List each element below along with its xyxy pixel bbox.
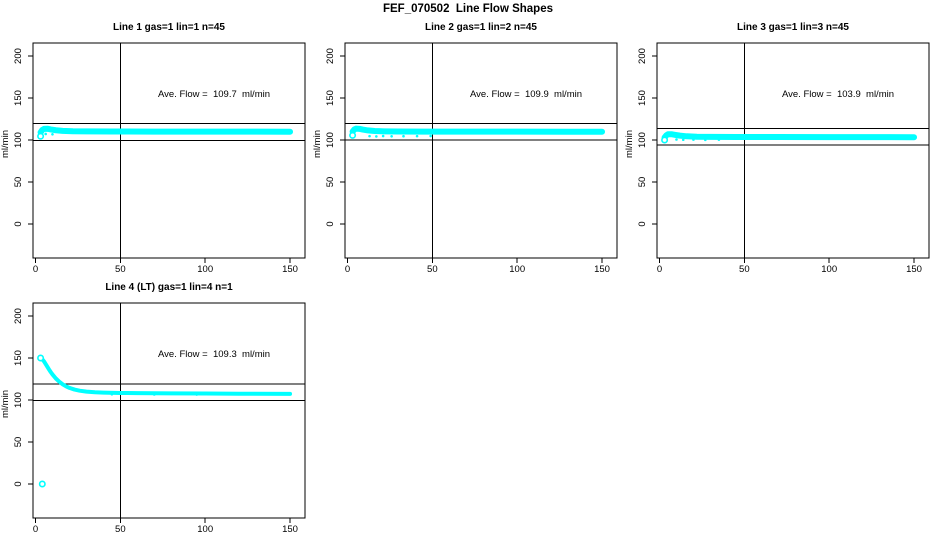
data-point-open bbox=[37, 354, 45, 362]
x-tick-label: 150 bbox=[282, 264, 298, 275]
data-point bbox=[381, 134, 385, 138]
y-tick-label: 150 bbox=[13, 90, 24, 106]
data-point bbox=[110, 392, 114, 396]
data-point bbox=[415, 134, 419, 138]
data-series bbox=[37, 125, 294, 136]
x-tick-label: 100 bbox=[197, 524, 213, 535]
data-point-open bbox=[661, 136, 669, 144]
panel-line3-annotation: Ave. Flow = 103.9 ml/min bbox=[781, 89, 895, 100]
panel-line4-annotation: Ave. Flow = 109.3 ml/min bbox=[157, 349, 271, 360]
y-tick-label: 150 bbox=[13, 350, 24, 366]
data-point-open bbox=[38, 480, 46, 488]
data-point-open bbox=[349, 131, 357, 139]
y-tick-label: 150 bbox=[637, 90, 648, 106]
y-tick-label: 0 bbox=[637, 221, 648, 226]
y-axis-label: ml/min bbox=[0, 130, 11, 158]
data-point-open bbox=[37, 132, 45, 140]
y-tick-label: 200 bbox=[13, 308, 24, 324]
y-tick-label: 50 bbox=[13, 437, 24, 448]
x-tick-label: 0 bbox=[33, 264, 38, 275]
y-tick-label: 200 bbox=[637, 48, 648, 64]
y-tick-label: 100 bbox=[637, 132, 648, 148]
x-tick-label: 100 bbox=[821, 264, 837, 275]
data-point bbox=[51, 132, 54, 136]
plot-box bbox=[32, 42, 306, 259]
data-point bbox=[692, 138, 695, 141]
x-tick-label: 50 bbox=[115, 264, 126, 275]
y-axis-label: ml/min bbox=[0, 390, 11, 418]
panel-line1-annotation: Ave. Flow = 109.7 ml/min bbox=[157, 89, 271, 100]
plot-box bbox=[32, 302, 306, 519]
data-point bbox=[152, 393, 156, 396]
x-tick-label: 150 bbox=[282, 524, 298, 535]
data-point bbox=[402, 134, 405, 138]
panel-line3-figure: 0 50 100 150 0 50 100 150 200 ml/min Line 3 gas=1… bbox=[624, 20, 936, 280]
data-series bbox=[661, 131, 918, 141]
data-point bbox=[195, 393, 199, 396]
y-tick-label: 50 bbox=[637, 177, 648, 188]
y-tick-label: 150 bbox=[325, 90, 336, 106]
y-tick-label: 100 bbox=[325, 132, 336, 148]
panel-line1-title: Line 1 gas=1 lin=1 n=45 bbox=[112, 22, 225, 33]
x-tick-label: 150 bbox=[906, 264, 922, 275]
y-tick-label: 0 bbox=[325, 221, 336, 226]
y-tick-label: 0 bbox=[13, 221, 24, 226]
data-point bbox=[368, 134, 371, 138]
panel-line4-figure: 0 50 100 150 0 50 100 150 200 ml/min Line 4 (LT) … bbox=[0, 280, 312, 540]
data-series bbox=[38, 356, 293, 396]
panel-line2-plot: 0 50 100 150 0 50 100 150 200 ml/min bbox=[312, 42, 618, 275]
data-point bbox=[675, 138, 678, 141]
y-tick-label: 100 bbox=[13, 392, 24, 408]
y-axis-label: ml/min bbox=[312, 130, 323, 158]
panel-line3-plot: 0 50 100 150 0 50 100 150 200 ml/min bbox=[624, 42, 930, 275]
data-point bbox=[681, 138, 685, 142]
x-tick-label: 100 bbox=[509, 264, 525, 275]
panel-line1-figure: 0 50 100 150 0 50 100 150 200 ml/min Line 1 gas=1… bbox=[0, 20, 312, 280]
data-series bbox=[349, 125, 606, 135]
data-point bbox=[390, 135, 393, 138]
x-tick-label: 50 bbox=[115, 524, 126, 535]
data-point bbox=[375, 135, 378, 138]
panel-line4-plot: 0 50 100 150 0 50 100 150 200 ml/min bbox=[0, 302, 306, 535]
panel-line1-plot: 0 50 100 150 0 50 100 150 200 ml/min bbox=[0, 42, 306, 275]
panel-line4-title: Line 4 (LT) gas=1 lin=4 n=1 bbox=[105, 282, 233, 293]
plot-box bbox=[344, 42, 618, 259]
data-point bbox=[44, 132, 47, 136]
y-axis-label: ml/min bbox=[624, 130, 635, 158]
y-tick-label: 200 bbox=[325, 48, 336, 64]
y-tick-label: 0 bbox=[13, 481, 24, 486]
panel-line2-title: Line 2 gas=1 lin=2 n=45 bbox=[424, 22, 537, 33]
plot-box bbox=[656, 42, 930, 259]
panel-line3-title: Line 3 gas=1 lin=3 n=45 bbox=[736, 22, 849, 33]
x-tick-label: 0 bbox=[657, 264, 662, 275]
main-title: FEF_070502 Line Flow Shapes bbox=[382, 3, 553, 15]
panel-line2-figure: 0 50 100 150 0 50 100 150 200 ml/min Line 2 gas=1… bbox=[312, 20, 624, 280]
data-point bbox=[429, 134, 432, 138]
y-tick-label: 50 bbox=[325, 177, 336, 188]
data-point bbox=[717, 138, 721, 141]
x-tick-label: 100 bbox=[197, 264, 213, 275]
y-tick-label: 100 bbox=[13, 132, 24, 148]
panel-line2-annotation: Ave. Flow = 109.9 ml/min bbox=[469, 89, 583, 100]
data-point bbox=[704, 138, 707, 142]
y-tick-label: 200 bbox=[13, 48, 24, 64]
x-tick-label: 0 bbox=[33, 524, 38, 535]
x-tick-label: 50 bbox=[739, 264, 750, 275]
y-tick-label: 50 bbox=[13, 177, 24, 188]
x-tick-label: 150 bbox=[594, 264, 610, 275]
x-tick-label: 50 bbox=[427, 264, 438, 275]
x-tick-label: 0 bbox=[345, 264, 350, 275]
